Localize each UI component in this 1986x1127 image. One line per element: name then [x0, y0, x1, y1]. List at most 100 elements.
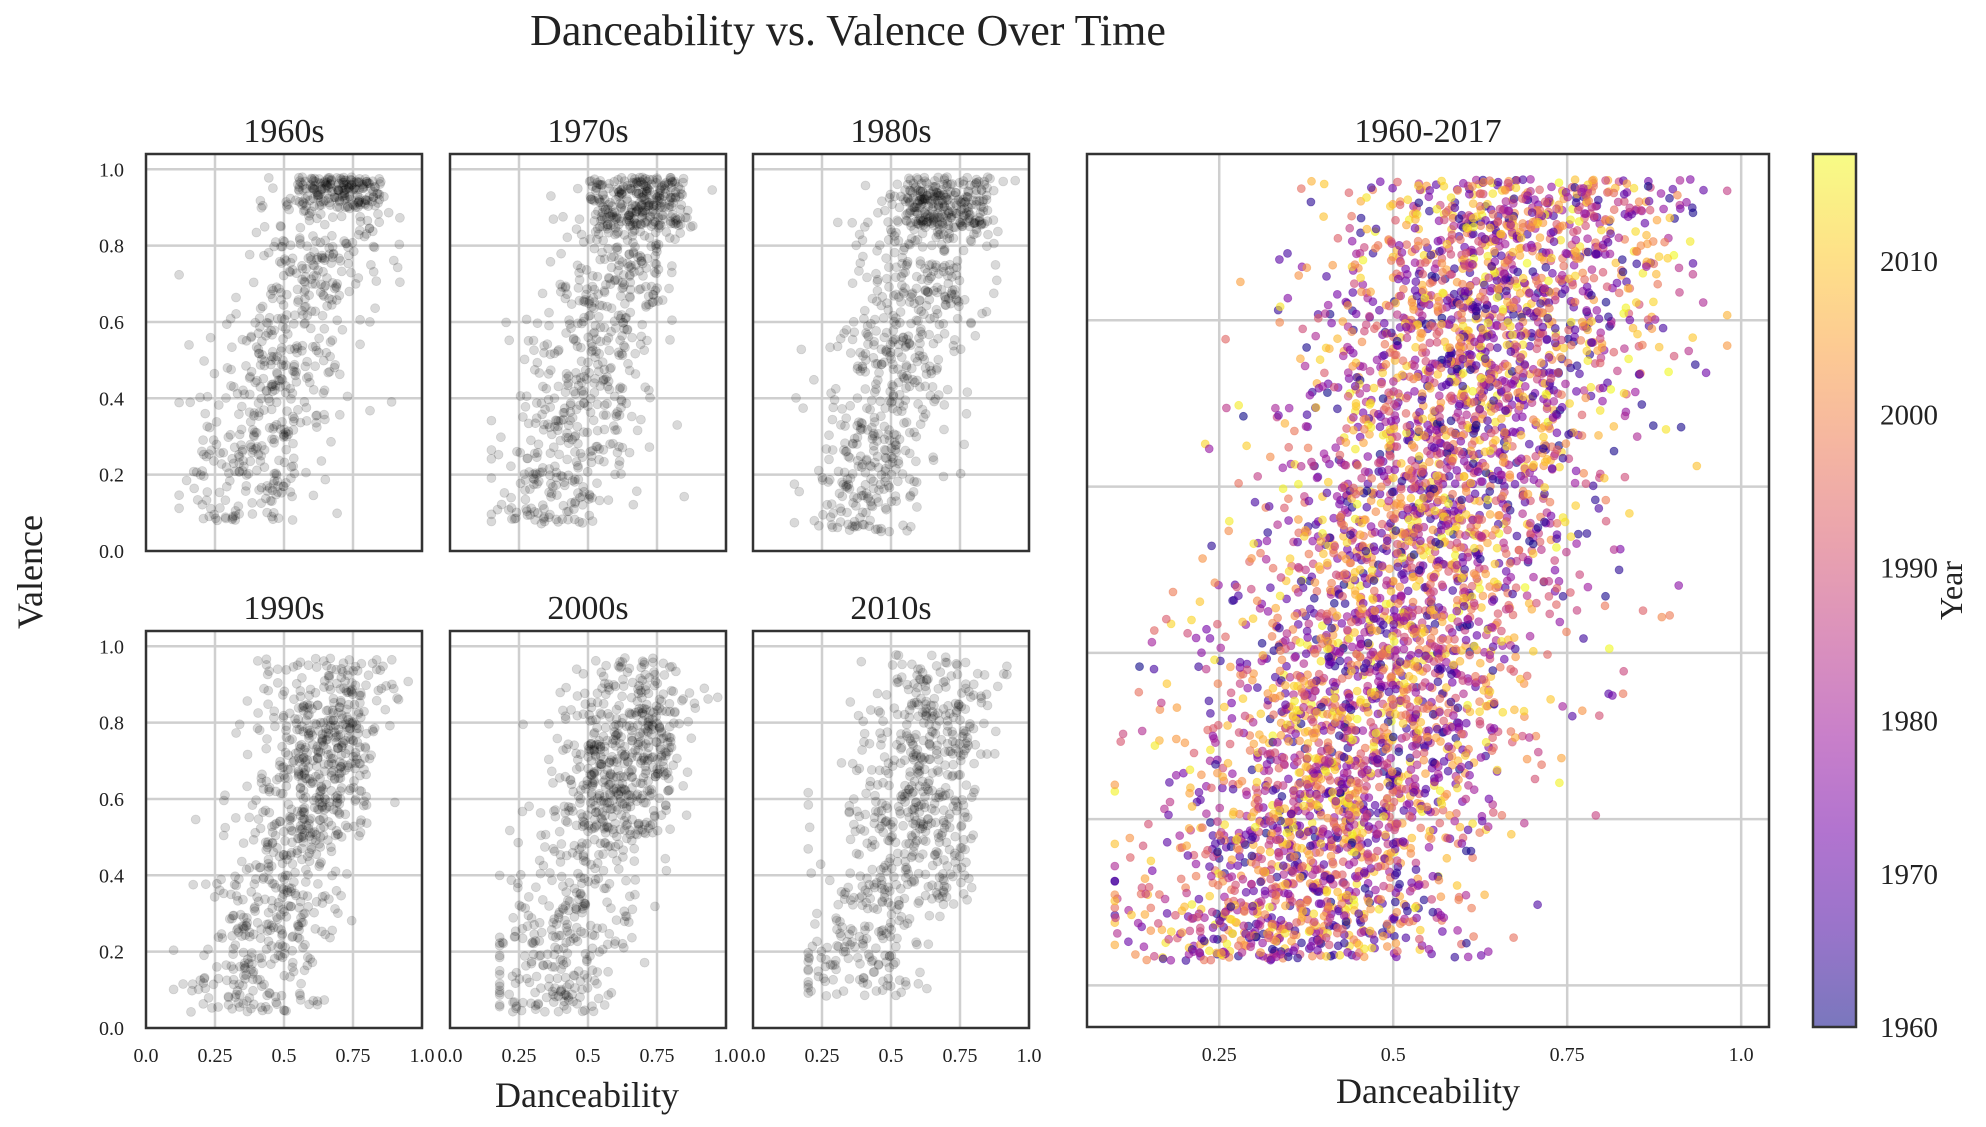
scatter-point [845, 868, 856, 879]
scatter-point [518, 719, 528, 730]
scatter-point [660, 184, 670, 194]
scatter-point [867, 864, 878, 875]
scatter-point [292, 932, 303, 943]
scatter-point [343, 201, 353, 212]
scatter-point [268, 351, 279, 362]
scatter-point [990, 726, 1001, 737]
scatter-point [1559, 261, 1569, 271]
scatter-point [828, 402, 839, 413]
scatter-point [273, 923, 284, 933]
scatter-point [635, 283, 646, 294]
scatter-point [212, 515, 223, 526]
scatter-point [281, 201, 292, 211]
scatter-point [300, 176, 311, 187]
scatter-point [859, 826, 870, 836]
scatter-point [268, 285, 279, 296]
scatter-point [540, 829, 551, 840]
scatter-point [1371, 507, 1381, 517]
scatter-point [577, 518, 588, 528]
scatter-point [888, 364, 899, 375]
scatter-point [287, 491, 298, 502]
scatter-point [288, 662, 299, 672]
scatter-point [592, 441, 603, 452]
scatter-point [874, 240, 885, 251]
scatter-point [286, 393, 296, 404]
scatter-point [353, 229, 364, 240]
scatter-point [928, 338, 939, 349]
scatter-point [346, 180, 357, 191]
scatter-point [220, 495, 231, 506]
scatter-point [548, 214, 559, 225]
scatter-point [862, 272, 872, 283]
scatter-point [1139, 942, 1149, 952]
scatter-point [602, 821, 613, 832]
scatter-point [592, 967, 603, 977]
scatter-point [601, 883, 611, 894]
scatter-point [859, 921, 870, 932]
scatter-point [291, 678, 302, 689]
scatter-point [204, 449, 214, 460]
scatter-point [915, 967, 925, 978]
x-tick-label: 0.75 [336, 1045, 371, 1067]
scatter-point [632, 425, 643, 436]
scatter-point [288, 425, 299, 435]
scatter-point [224, 475, 235, 486]
scatter-point [324, 672, 334, 683]
scatter-point [559, 996, 570, 1007]
scatter-point [528, 469, 539, 480]
scatter-point [234, 1002, 245, 1012]
scatter-point [327, 753, 338, 764]
scatter-point [579, 688, 590, 699]
scatter-point [886, 950, 897, 961]
scatter-point [307, 183, 318, 193]
scatter-point [905, 217, 916, 228]
scatter-point [955, 344, 966, 355]
scatter-point [288, 966, 299, 977]
scatter-point [853, 710, 864, 721]
scatter-point [189, 483, 200, 494]
scatter-point [300, 284, 311, 295]
scatter-point [269, 241, 280, 252]
scatter-point [554, 826, 565, 837]
scatter-point [552, 973, 563, 984]
scatter-point [968, 195, 979, 206]
scatter-point [608, 757, 619, 767]
scatter-point [256, 952, 267, 963]
scatter-point [937, 195, 947, 206]
scatter-point [841, 413, 852, 424]
scatter-point [315, 237, 326, 248]
scatter-point [330, 904, 340, 914]
scatter-point [288, 416, 299, 427]
scatter-point [278, 334, 289, 344]
scatter-point [608, 421, 619, 431]
scatter-point [547, 875, 557, 886]
scatter-point [312, 190, 323, 201]
scatter-point [311, 829, 322, 840]
scatter-point [228, 964, 239, 974]
scatter-point [380, 704, 391, 715]
scatter-point [508, 912, 519, 923]
scatter-point [1010, 175, 1021, 186]
scatter-point [679, 491, 690, 502]
scatter-point [976, 185, 987, 196]
scatter-point [331, 798, 342, 809]
scatter-point [268, 712, 279, 723]
scatter-point [881, 690, 892, 700]
scatter-point [254, 313, 265, 324]
scatter-point [251, 860, 261, 870]
scatter-point [316, 252, 327, 263]
scatter-point [594, 454, 604, 465]
scatter-point [340, 175, 351, 186]
scatter-point [319, 255, 330, 266]
scatter-point [574, 844, 585, 855]
scatter-point [537, 288, 548, 299]
scatter-point [845, 834, 856, 845]
scatter-point [625, 292, 635, 303]
scatter-point [548, 997, 559, 1007]
scatter-point [854, 849, 864, 860]
scatter-point [277, 952, 288, 963]
scatter-point [666, 267, 677, 278]
scatter-point [311, 417, 322, 428]
scatter-point [646, 784, 657, 795]
